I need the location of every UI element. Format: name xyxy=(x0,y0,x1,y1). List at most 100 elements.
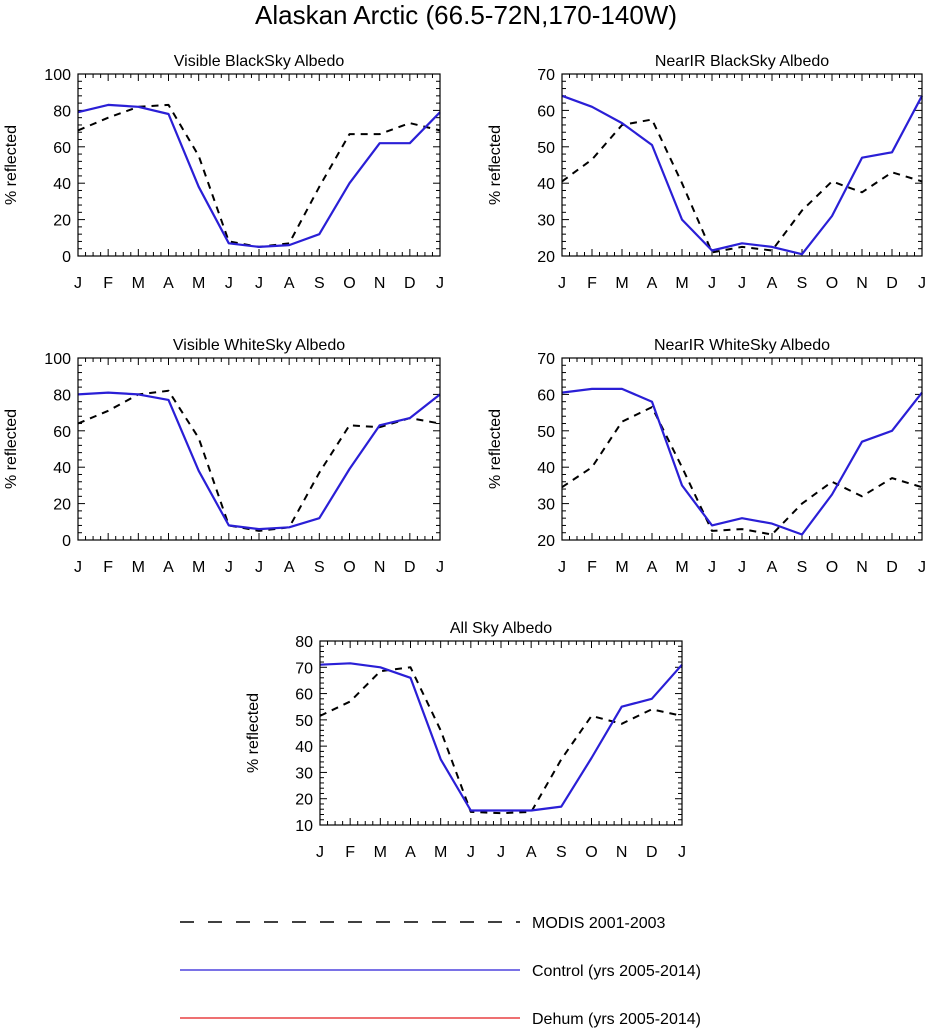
plot-frame xyxy=(561,357,923,541)
x-tick-label: J xyxy=(74,275,82,292)
panel-title: Visible BlackSky Albedo xyxy=(174,53,345,70)
x-tick-label: O xyxy=(343,275,355,292)
x-tick-label: J xyxy=(918,559,926,576)
y-tick-label: 0 xyxy=(62,249,71,266)
x-tick-label: A xyxy=(526,844,537,861)
x-tick-label: O xyxy=(826,275,838,292)
chart-panel-3: Visible WhiteSky Albedo % reflected 0 20 40 6… xyxy=(3,337,444,576)
y-tick-label: 40 xyxy=(53,460,71,477)
x-tick-label: D xyxy=(886,559,898,576)
x-tick-label: F xyxy=(345,844,355,861)
x-tick-label: D xyxy=(404,559,416,576)
figure-title: Alaskan Arctic (66.5-72N,170-140W) xyxy=(255,0,677,30)
y-tick-label: 20 xyxy=(537,249,555,266)
x-tick-label: J xyxy=(738,559,746,576)
x-tick-label: S xyxy=(314,275,325,292)
plot-frame xyxy=(319,640,683,826)
y-tick-label: 40 xyxy=(295,739,313,756)
x-tick-label: N xyxy=(856,275,868,292)
panel-title: NearIR BlackSky Albedo xyxy=(655,53,829,70)
x-tick-label: J xyxy=(225,275,233,292)
x-tick-label: J xyxy=(467,844,475,861)
plot-frame xyxy=(561,73,923,257)
x-tick-label: A xyxy=(284,559,295,576)
y-tick-label: 100 xyxy=(44,67,71,84)
modis-series-line xyxy=(77,389,441,532)
panel-title: All Sky Albedo xyxy=(450,620,552,637)
x-tick-label: N xyxy=(856,559,868,576)
x-tick-label: J xyxy=(558,275,566,292)
x-tick-label: F xyxy=(587,275,597,292)
x-tick-label: J xyxy=(558,559,566,576)
x-tick-label: S xyxy=(797,559,808,576)
y-tick-label: 30 xyxy=(537,497,555,514)
x-tick-label: N xyxy=(374,275,386,292)
x-tick-label: J xyxy=(255,275,263,292)
y-tick-label: 30 xyxy=(295,765,313,782)
legend-label-3: Dehum (yrs 2005-2014) xyxy=(532,1011,701,1028)
x-tick-label: O xyxy=(826,559,838,576)
x-tick-label: J xyxy=(74,559,82,576)
chart-panels: Visible BlackSky Albedo % reflected 0 20 40 6… xyxy=(3,53,926,861)
x-tick-label: A xyxy=(163,275,174,292)
x-tick-label: M xyxy=(615,275,628,292)
x-tick-label: A xyxy=(405,844,416,861)
y-tick-label: 20 xyxy=(53,497,71,514)
y-tick-label: 60 xyxy=(53,424,71,441)
y-tick-label: 100 xyxy=(44,351,71,368)
x-tick-label: M xyxy=(192,275,205,292)
y-tick-label: 60 xyxy=(53,140,71,157)
chart-panel-4: NearIR WhiteSky Albedo % reflected 20 30 40 5… xyxy=(487,337,926,576)
chart-panel-2: NearIR BlackSky Albedo % reflected 20 30 40 5… xyxy=(487,53,926,292)
x-tick-label: J xyxy=(316,844,324,861)
y-tick-label: 80 xyxy=(295,634,313,651)
x-tick-label: J xyxy=(497,844,505,861)
panel-title: Visible WhiteSky Albedo xyxy=(173,337,345,354)
x-tick-label: M xyxy=(615,559,628,576)
x-tick-label: J xyxy=(918,275,926,292)
x-tick-label: D xyxy=(886,275,898,292)
legend-label-2: Control (yrs 2005-2014) xyxy=(532,963,701,980)
control-series-line xyxy=(319,662,683,812)
control-series-line xyxy=(77,103,441,248)
x-tick-label: F xyxy=(103,559,113,576)
x-tick-label: M xyxy=(132,275,145,292)
y-tick-label: 40 xyxy=(53,176,71,193)
y-tick-label: 30 xyxy=(537,213,555,230)
legend-label-1: MODIS 2001-2003 xyxy=(532,915,666,932)
modis-series-line xyxy=(319,666,683,815)
control-series-line xyxy=(561,94,923,256)
chart-panel-5: All Sky Albedo % reflected 10 20 30 40 50 60 70 8… xyxy=(245,620,686,861)
y-tick-label: 10 xyxy=(295,818,313,835)
x-tick-label: N xyxy=(374,559,386,576)
x-tick-label: A xyxy=(647,275,658,292)
y-tick-label: 40 xyxy=(537,460,555,477)
control-series-line xyxy=(561,387,923,536)
y-tick-label: 60 xyxy=(537,103,555,120)
x-tick-label: M xyxy=(675,559,688,576)
y-tick-label: 80 xyxy=(53,103,71,120)
x-tick-label: S xyxy=(556,844,567,861)
y-axis-label: % reflected xyxy=(3,409,20,489)
x-tick-label: O xyxy=(343,559,355,576)
x-tick-label: J xyxy=(436,275,444,292)
y-tick-label: 70 xyxy=(295,660,313,677)
plot-frame xyxy=(77,357,441,541)
x-tick-label: J xyxy=(255,559,263,576)
x-tick-label: A xyxy=(163,559,174,576)
x-tick-label: M xyxy=(132,559,145,576)
y-tick-label: 80 xyxy=(53,387,71,404)
y-tick-label: 20 xyxy=(537,533,555,550)
y-tick-label: 50 xyxy=(295,713,313,730)
x-tick-label: M xyxy=(192,559,205,576)
x-tick-label: J xyxy=(708,275,716,292)
control-series-line xyxy=(77,391,441,531)
y-tick-label: 20 xyxy=(295,792,313,809)
y-tick-label: 70 xyxy=(537,67,555,84)
legend: MODIS 2001-2003 Control (yrs 2005-2014) De… xyxy=(180,915,701,1028)
x-tick-label: A xyxy=(647,559,658,576)
modis-series-line xyxy=(77,103,441,248)
x-tick-label: J xyxy=(708,559,716,576)
y-tick-label: 60 xyxy=(537,387,555,404)
